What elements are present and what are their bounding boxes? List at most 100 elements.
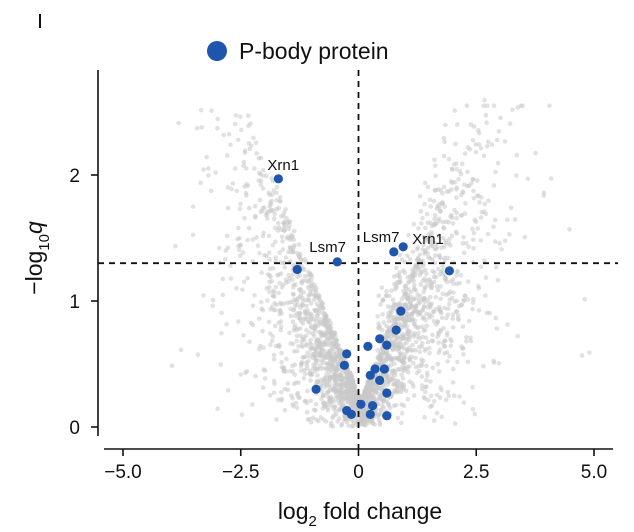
x-axis-title-subscript: 2	[309, 513, 317, 530]
background-point	[255, 243, 261, 248]
background-point	[347, 370, 353, 375]
background-point	[304, 400, 310, 406]
background-point	[399, 384, 404, 390]
background-point	[314, 313, 320, 319]
background-point	[264, 173, 269, 179]
background-point	[405, 348, 411, 354]
background-point	[329, 369, 335, 375]
background-point	[290, 277, 295, 283]
background-point	[279, 324, 284, 330]
background-point	[242, 216, 247, 221]
background-point	[228, 263, 233, 269]
background-point	[301, 376, 307, 381]
background-point	[210, 297, 216, 303]
background-point	[317, 317, 323, 322]
background-point	[321, 417, 326, 422]
background-point	[441, 226, 447, 231]
background-point	[304, 303, 309, 309]
background-point	[375, 355, 381, 361]
background-point	[304, 409, 310, 415]
background-point	[318, 366, 324, 371]
background-point	[383, 293, 389, 299]
background-point	[455, 359, 460, 365]
background-point	[446, 291, 452, 297]
background-point	[460, 241, 466, 246]
background-point	[279, 390, 284, 395]
background-point	[280, 247, 286, 252]
background-point	[308, 419, 314, 425]
background-point	[277, 194, 283, 200]
background-point	[413, 339, 419, 345]
background-point	[422, 414, 427, 420]
background-point	[262, 253, 267, 258]
background-point	[388, 356, 394, 362]
p-body-point	[273, 174, 283, 184]
background-point	[475, 178, 480, 183]
p-body-point	[365, 370, 375, 380]
background-point	[329, 346, 335, 351]
background-point	[567, 227, 572, 232]
background-point	[402, 284, 408, 289]
background-point	[433, 173, 438, 179]
p-body-point	[368, 401, 378, 411]
background-point	[311, 297, 317, 303]
background-point	[259, 270, 264, 275]
p-body-point	[363, 341, 373, 351]
background-point	[579, 353, 585, 358]
background-point	[482, 258, 487, 264]
background-point	[484, 143, 490, 149]
background-point	[315, 358, 321, 363]
background-point	[296, 253, 301, 258]
background-point	[307, 371, 312, 377]
background-point	[461, 235, 466, 240]
background-point	[547, 103, 552, 108]
background-point	[267, 266, 273, 272]
background-point	[443, 238, 448, 244]
background-point	[427, 346, 432, 351]
background-point	[333, 334, 338, 339]
x-axis-title: log2 fold change	[278, 498, 442, 530]
background-point	[326, 326, 332, 331]
background-point	[441, 153, 447, 159]
background-point	[290, 363, 295, 369]
background-point	[473, 142, 479, 147]
background-point	[414, 309, 420, 315]
background-point	[288, 237, 293, 242]
background-point	[478, 264, 484, 270]
background-point	[309, 277, 314, 282]
background-point	[461, 250, 467, 256]
background-point	[312, 334, 317, 339]
background-point	[434, 392, 440, 398]
background-point	[258, 155, 264, 161]
background-point	[385, 329, 390, 335]
background-point	[435, 361, 441, 367]
background-point	[362, 418, 367, 424]
background-point	[459, 161, 465, 167]
background-point	[419, 221, 424, 226]
background-point	[335, 419, 340, 424]
background-point	[290, 396, 295, 401]
background-point	[266, 190, 272, 196]
background-point	[325, 335, 330, 341]
background-point	[435, 319, 440, 324]
background-point	[493, 315, 499, 321]
background-point	[228, 276, 234, 281]
background-point	[306, 269, 311, 275]
background-point	[419, 361, 425, 367]
background-point	[356, 395, 362, 401]
background-point	[319, 341, 325, 347]
background-point	[405, 364, 410, 370]
background-point	[256, 316, 262, 322]
background-point	[508, 205, 514, 210]
background-point	[447, 236, 452, 242]
background-point	[337, 372, 343, 378]
background-point	[327, 329, 333, 335]
background-point	[399, 257, 405, 263]
background-point	[470, 176, 476, 182]
background-point	[213, 170, 218, 175]
background-point	[306, 320, 311, 325]
background-point	[305, 350, 311, 356]
background-point	[233, 113, 239, 118]
background-point	[450, 366, 456, 372]
background-point	[349, 374, 354, 380]
